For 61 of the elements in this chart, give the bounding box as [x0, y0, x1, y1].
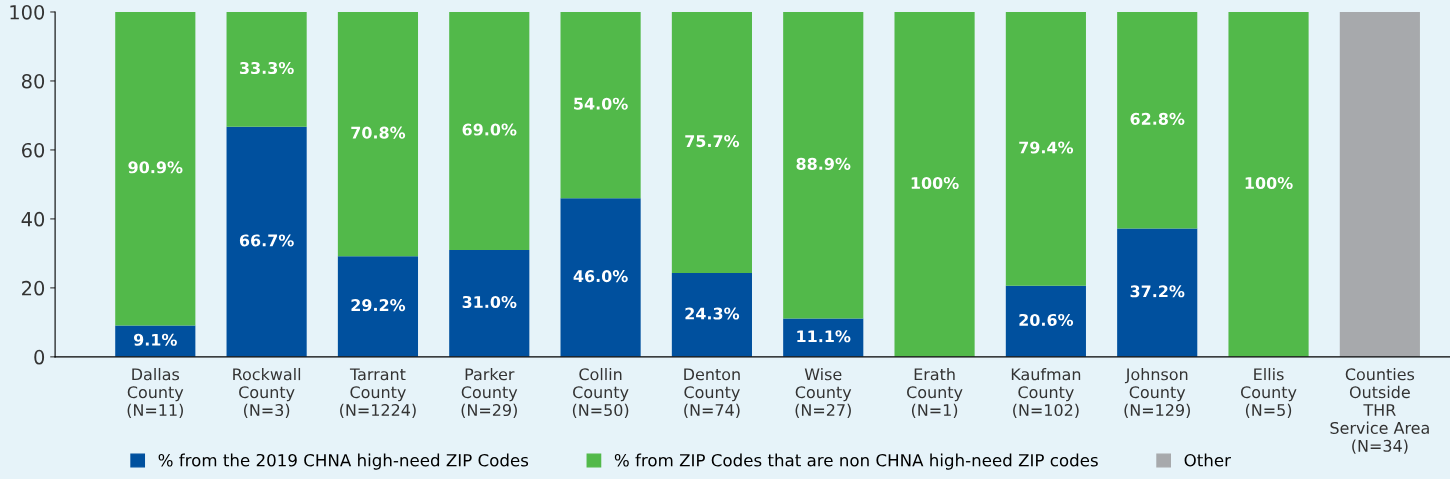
data-label: 100% [911, 176, 959, 190]
bar [671, 11, 752, 274]
bar [337, 256, 419, 357]
bar [226, 11, 307, 127]
data-label: 54.0% [574, 97, 628, 110]
x-tick-label: Rockwall County (N=3) [233, 367, 301, 418]
x-tick-label: Counties Outside THR Service Area (N=34) [1330, 367, 1429, 454]
bar [560, 11, 641, 199]
y-tick-label: 40 [21, 211, 45, 227]
bar [783, 11, 864, 319]
x-tick-label: Dallas County (N=11) [127, 367, 184, 418]
data-label: 62.8% [1130, 112, 1185, 125]
legend-label: % from ZIP Codes that are non CHNA high-need ZIP codes [614, 453, 1098, 470]
data-label: 70.8% [351, 126, 406, 139]
x-tick-label: Erath County (N=1) [907, 367, 963, 418]
bar [1228, 11, 1309, 357]
bar [1117, 228, 1198, 357]
y-tick-label: 60 [21, 142, 45, 158]
bar [1005, 11, 1086, 286]
x-tick-label: Kaufman County (N=102) [1011, 367, 1081, 418]
bar [1117, 11, 1198, 229]
bar [449, 249, 530, 357]
data-label: 79.4% [1019, 141, 1074, 154]
y-tick-label: 100 [10, 4, 45, 20]
bar [337, 11, 419, 257]
bar [894, 11, 975, 357]
x-tick-label: Denton County (N=74) [684, 368, 740, 418]
x-tick-label: Ellis County (N=5) [1240, 367, 1297, 418]
x-tick-label: Wise County (N=27) [795, 367, 852, 418]
bar [671, 273, 752, 357]
x-tick-label: Collin County (N=50) [572, 367, 629, 418]
x-tick-label: Tarrant County (N=1224) [340, 368, 416, 418]
x-tick-label: Parker County (N=29) [461, 367, 518, 418]
bar [1005, 285, 1086, 357]
data-label: 46.0% [573, 270, 628, 283]
bar [115, 11, 196, 326]
data-label: 29.2% [351, 299, 406, 312]
data-label: 37.2% [1130, 285, 1185, 298]
y-tick-label: 80 [21, 73, 45, 89]
data-label: 100% [1245, 176, 1293, 190]
legend-label: Other [1184, 453, 1231, 467]
data-label: 9.1% [133, 333, 177, 346]
bar [449, 11, 530, 250]
data-label: 33.3% [239, 61, 294, 75]
data-label: 31.0% [462, 295, 517, 309]
data-label: 90.9% [128, 161, 183, 174]
bar [1339, 11, 1420, 357]
x-tick-label: Johnson County (N=129) [1124, 367, 1190, 418]
data-label: 88.9% [796, 157, 851, 170]
legend-label: % from the 2019 CHNA high-need ZIP Codes [158, 453, 529, 470]
data-label: 11.1% [797, 330, 851, 343]
data-label: 20.6% [1019, 313, 1074, 326]
data-label: 24.3% [685, 307, 740, 320]
data-label: 75.7% [685, 135, 740, 148]
bar [560, 198, 641, 357]
data-label: 66.7% [239, 234, 294, 247]
data-label: 69.0% [462, 123, 517, 136]
bar [226, 126, 307, 357]
bar [115, 325, 196, 357]
y-tick-label: 20 [22, 280, 45, 296]
y-tick-label: 0 [34, 349, 45, 365]
